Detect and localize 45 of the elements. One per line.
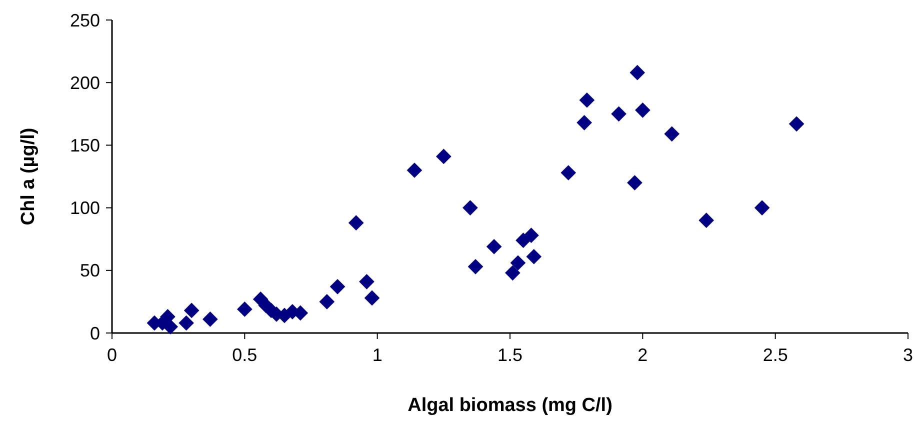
y-tick-label: 200	[70, 72, 100, 93]
x-tick-label: 1	[372, 345, 382, 365]
point	[630, 64, 646, 80]
point	[486, 238, 502, 254]
point	[510, 255, 526, 271]
point	[526, 248, 542, 264]
point	[364, 290, 380, 306]
x-tick-label: 0.5	[232, 345, 258, 365]
point	[664, 126, 680, 142]
point	[754, 200, 770, 216]
point	[178, 315, 194, 331]
point	[468, 258, 484, 274]
point	[348, 215, 364, 230]
point	[560, 165, 576, 180]
point	[330, 279, 346, 294]
point	[524, 228, 539, 244]
y-tick-label: 50	[80, 260, 100, 281]
y-axis-title: Chl a (µg/l)	[18, 128, 39, 226]
x-tick-label: 1.5	[497, 345, 523, 365]
point	[698, 212, 714, 228]
point	[184, 302, 200, 318]
point	[319, 294, 335, 310]
point	[627, 175, 642, 190]
point	[436, 148, 452, 164]
point	[576, 114, 592, 130]
x-tick-label: 3	[902, 345, 914, 365]
y-tick-label: 150	[70, 136, 100, 156]
y-tick-label: 100	[70, 198, 100, 218]
point	[462, 200, 478, 216]
point	[236, 302, 252, 317]
x-tick-label: 2	[638, 345, 648, 365]
point	[406, 162, 422, 178]
point	[634, 102, 650, 118]
x-tick-label: 2.5	[762, 345, 788, 365]
y-tick-label: 250	[70, 10, 100, 30]
point	[202, 312, 218, 327]
y-tick-label: 0	[90, 323, 100, 344]
x-axis-title: Algal biomass (mg C/l)	[408, 395, 612, 416]
point	[579, 92, 595, 108]
point	[359, 274, 374, 290]
point	[611, 106, 626, 122]
point	[788, 116, 804, 132]
point	[504, 265, 520, 281]
point	[162, 319, 178, 334]
x-tick-label: 0	[106, 345, 118, 365]
